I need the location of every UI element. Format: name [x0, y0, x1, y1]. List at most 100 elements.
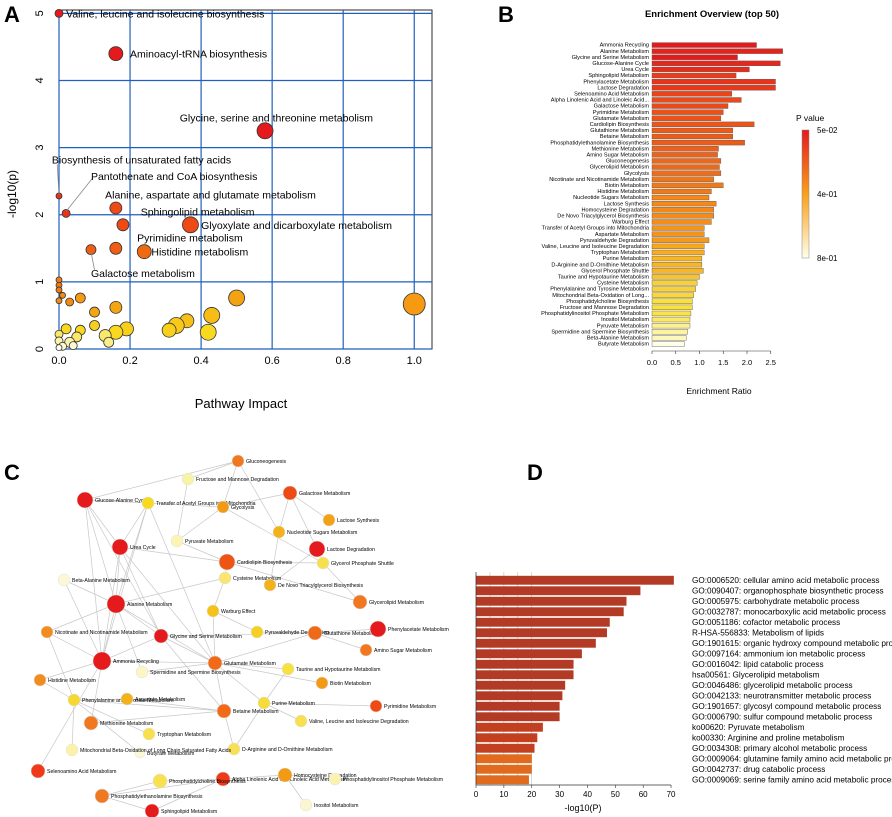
b-category-label: Purine Metabolism: [603, 256, 650, 262]
a-data-point: [136, 244, 152, 260]
a-leader-line: [65, 177, 94, 212]
b-bar: [651, 268, 704, 274]
a-y-tick-label: 1: [34, 279, 46, 285]
c-network-edge: [214, 662, 323, 684]
a-pathway-annotation: Histidine metabolism: [151, 247, 248, 259]
b-bar: [651, 255, 703, 262]
b-bar: [651, 316, 691, 323]
a-x-tick-label: 1.0: [407, 355, 422, 367]
b-category-label: Nicotinate and Nicotinamide Metabolism: [549, 177, 649, 183]
c-network-node: [282, 485, 298, 501]
c-network-edge: [233, 702, 265, 750]
c-network-node: [94, 788, 110, 804]
c-node-label: Aspartate Metabolism: [135, 697, 185, 703]
b-category-label: Glycerol Phosphate Shuttle: [581, 268, 649, 274]
d-category-label: GO:0097164: ammonium ion metabolic proce…: [692, 650, 865, 659]
d-bar: [476, 680, 566, 690]
d-category-label: GO:0051186: cofactor metabolic process: [692, 618, 840, 627]
c-network-node: [294, 714, 308, 728]
c-network-edge: [119, 502, 149, 548]
c-network-edge: [141, 662, 216, 673]
c-node-label: Nicotinate and Nicotinamide Metabolism: [55, 630, 148, 636]
b-bar: [651, 213, 714, 219]
b-category-label: Glycerolipid Metabolism: [590, 165, 650, 171]
b-category-label: Inositol Metabolism: [601, 317, 649, 323]
c-node-label: Lactose Degradation: [327, 547, 375, 553]
b-bar: [651, 237, 710, 243]
b-bar: [651, 66, 750, 73]
d-category-label: ko00330: Arginine and proline metabolism: [692, 734, 845, 743]
a-x-tick-label: 0.6: [264, 355, 279, 367]
a-pathway-annotation: Valine, leucine and isoleucine biosynthe…: [66, 8, 264, 20]
c-node-label: Glutamate Metabolism: [224, 661, 276, 667]
a-data-point: [109, 241, 123, 255]
b-category-label: Ammonia Recycling: [600, 43, 649, 49]
b-bar: [651, 42, 757, 48]
b-category-label: Histidine Metabolism: [597, 189, 649, 195]
c-node-label: Amino Sugar Metabolism: [374, 648, 432, 654]
b-category-label: Nucleotide Sugars Metabolism: [573, 195, 649, 201]
b-category-label: Glutamate Metabolism: [593, 116, 649, 122]
c-network-node: [30, 763, 46, 779]
c-network-edge: [222, 774, 286, 780]
a-pathway-annotation: Biosynthesis of unsaturated fatty acids: [52, 155, 231, 167]
c-node-label: Transfer of Acetyl Groups into Mitochond…: [156, 501, 256, 507]
c-network-edge: [39, 660, 103, 681]
a-data-point: [60, 323, 72, 335]
a-data-point: [54, 8, 64, 18]
b-category-label: Galactose Metabolism: [594, 104, 650, 110]
c-network-edge: [84, 460, 239, 501]
c-node-label: Betaine Metabolism: [233, 709, 279, 715]
c-network-edge: [101, 795, 153, 812]
b-category-label: Tryptophan Metabolism: [591, 250, 650, 256]
c-network-edge: [214, 662, 289, 670]
b-category-label: Biotin Metabolism: [605, 183, 649, 189]
c-network-edge: [37, 660, 103, 772]
d-category-label: GO:1901615: organic hydroxy compound met…: [692, 639, 892, 648]
c-network-node: [218, 553, 236, 571]
c-network-node: [141, 496, 155, 510]
d-bar: [476, 649, 582, 659]
c-node-label: Purine Metabolism: [272, 701, 315, 707]
a-xlabel: Pathway Impact: [195, 396, 288, 411]
c-node-label: Phenylacetate Metabolism: [388, 627, 449, 633]
c-network-node: [263, 578, 277, 592]
c-node-label: Urea Cycle: [130, 545, 156, 551]
d-bar: [476, 733, 538, 743]
c-network-edge: [90, 710, 225, 724]
b-category-label: Phenylalanine and Tyrosine Metabolism: [550, 287, 649, 293]
a-data-point: [161, 322, 177, 338]
c-network-edge: [119, 546, 228, 563]
c-node-label: Glycine and Serine Metabolism: [170, 634, 242, 640]
b-category-label: Glycine and Serine Metabolism: [572, 55, 650, 61]
b-bar: [651, 323, 691, 329]
b-bar: [651, 133, 733, 140]
a-data-point: [116, 218, 130, 232]
b-category-label: Glycolysis: [624, 171, 649, 177]
a-data-point: [256, 122, 274, 140]
c-network-edge: [160, 635, 225, 712]
d-x-tick-label: 70: [667, 790, 676, 799]
c-network-edge: [147, 502, 216, 664]
b-bar: [651, 292, 694, 298]
d-category-label: GO:0046486: glycerolipid metabolic proce…: [692, 681, 853, 690]
b-category-label: Butyrate Metabolism: [598, 342, 649, 348]
b-category-label: D-Arginine and D-Ornithine Metabolism: [551, 262, 649, 268]
b-x-tick-label: 0.5: [671, 358, 681, 367]
b-legend-title: P value: [796, 113, 824, 123]
a-data-point: [59, 291, 66, 299]
d-bar: [476, 607, 624, 617]
d-bar: [476, 722, 543, 732]
c-network-node: [369, 620, 387, 638]
c-network-node: [106, 594, 126, 614]
a-x-tick-label: 0.8: [336, 355, 351, 367]
c-network-node: [83, 715, 99, 731]
panel-letter-a: A: [4, 2, 20, 27]
d-x-tick-label: 0: [474, 790, 479, 799]
c-network-node: [111, 538, 129, 556]
c-network-node: [352, 594, 368, 610]
a-data-point: [199, 323, 217, 341]
d-x-tick-label: 20: [527, 790, 536, 799]
c-network-node: [181, 472, 195, 486]
b-bar: [651, 109, 724, 115]
